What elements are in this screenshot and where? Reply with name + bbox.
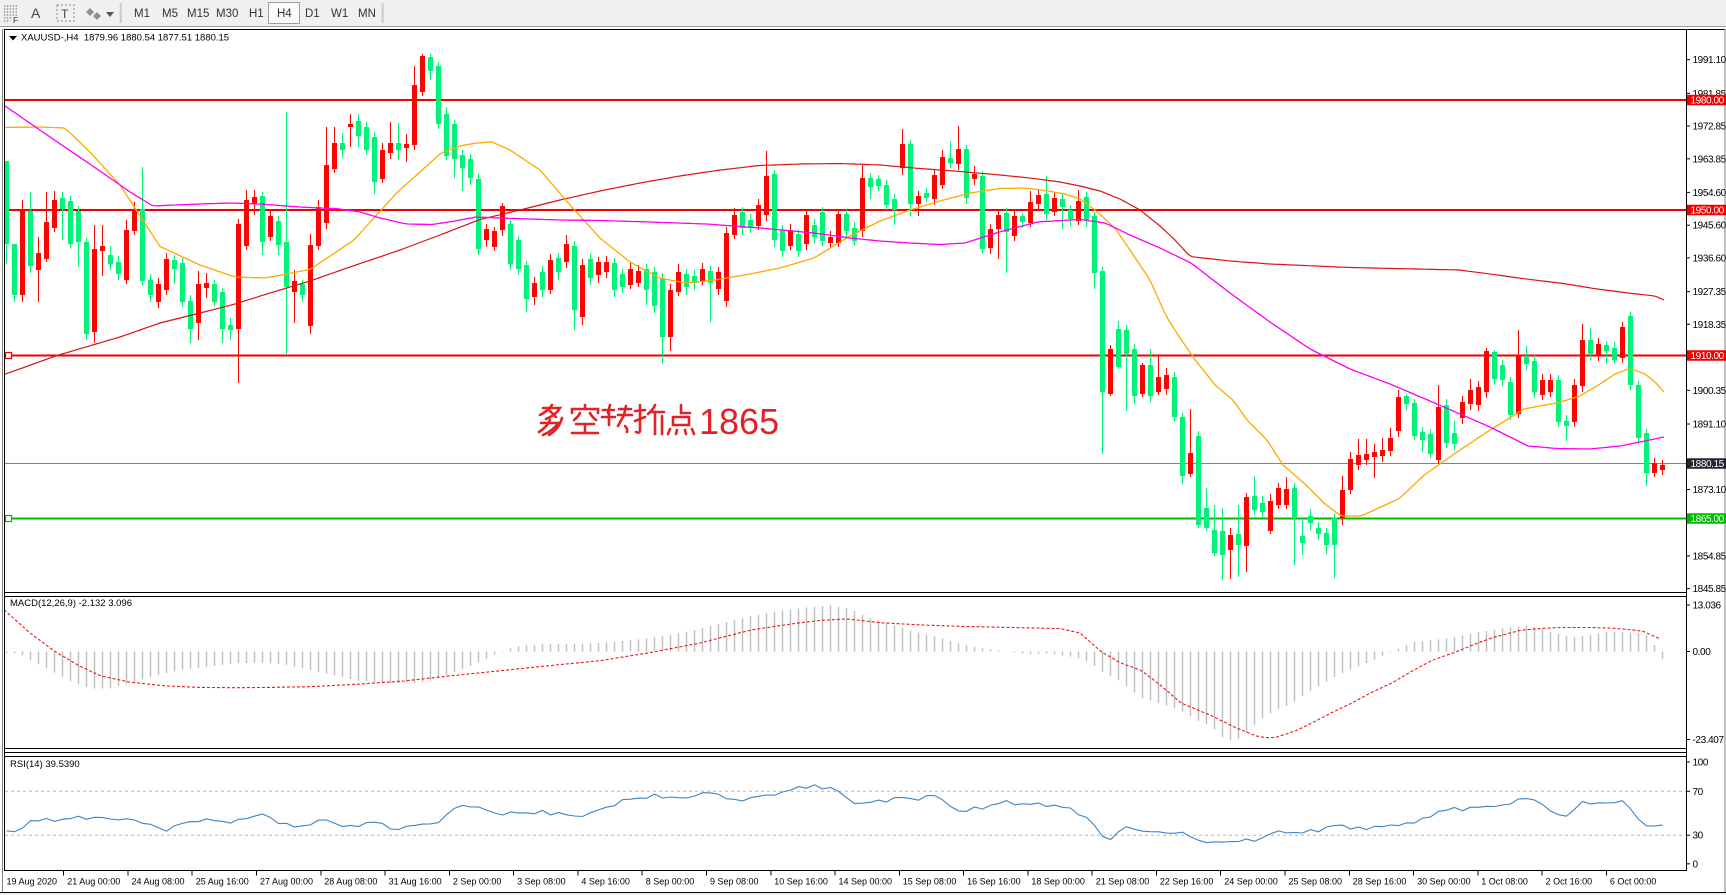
svg-text:13.036: 13.036 — [1693, 601, 1722, 612]
svg-text:1900.35: 1900.35 — [1693, 386, 1726, 397]
svg-text:0.00: 0.00 — [1693, 647, 1712, 658]
svg-text:0: 0 — [1693, 859, 1699, 870]
svg-text:RSI(14) 39.5390: RSI(14) 39.5390 — [10, 759, 80, 770]
svg-text:14 Sep 00:00: 14 Sep 00:00 — [839, 877, 893, 887]
svg-text:16 Sep 16:00: 16 Sep 16:00 — [967, 877, 1021, 887]
svg-text:M5: M5 — [162, 8, 178, 20]
svg-text:100: 100 — [1693, 758, 1709, 769]
svg-text:25 Aug 16:00: 25 Aug 16:00 — [196, 877, 249, 887]
svg-text:H4: H4 — [277, 8, 292, 20]
svg-text:4 Sep 16:00: 4 Sep 16:00 — [581, 877, 630, 887]
svg-text:15 Sep 08:00: 15 Sep 08:00 — [903, 877, 957, 887]
svg-text:M1: M1 — [134, 8, 150, 20]
svg-text:30 Sep 00:00: 30 Sep 00:00 — [1417, 877, 1471, 887]
svg-text:F: F — [13, 15, 18, 25]
svg-text:1865.00: 1865.00 — [1691, 514, 1725, 525]
svg-text:1845.85: 1845.85 — [1693, 584, 1726, 595]
svg-text:2 Sep 00:00: 2 Sep 00:00 — [453, 877, 502, 887]
svg-text:70: 70 — [1693, 787, 1704, 798]
svg-text:1 Oct 08:00: 1 Oct 08:00 — [1481, 877, 1528, 887]
svg-text:6 Oct 00:00: 6 Oct 00:00 — [1610, 877, 1657, 887]
svg-text:-23.407: -23.407 — [1693, 735, 1725, 746]
svg-text:MACD(12,26,9) -2.132 3.096: MACD(12,26,9) -2.132 3.096 — [10, 598, 132, 609]
svg-text:T: T — [61, 7, 69, 21]
svg-text:1873.10: 1873.10 — [1693, 485, 1726, 496]
svg-text:24 Aug 08:00: 24 Aug 08:00 — [132, 877, 185, 887]
svg-text:A: A — [31, 5, 41, 21]
svg-text:21 Aug 00:00: 21 Aug 00:00 — [67, 877, 120, 887]
svg-text:M15: M15 — [187, 8, 209, 20]
svg-text:1891.10: 1891.10 — [1693, 420, 1726, 431]
svg-text:31 Aug 16:00: 31 Aug 16:00 — [389, 877, 442, 887]
svg-text:1950.00: 1950.00 — [1691, 206, 1725, 217]
svg-text:1945.60: 1945.60 — [1693, 221, 1726, 232]
svg-text:M30: M30 — [216, 8, 238, 20]
svg-text:1980.00: 1980.00 — [1691, 96, 1725, 107]
svg-text:19 Aug 2020: 19 Aug 2020 — [7, 877, 58, 887]
svg-text:D1: D1 — [305, 8, 320, 20]
svg-text:1936.60: 1936.60 — [1693, 253, 1726, 264]
svg-text:18 Sep 00:00: 18 Sep 00:00 — [1031, 877, 1085, 887]
svg-text:2 Oct 16:00: 2 Oct 16:00 — [1546, 877, 1593, 887]
svg-text:25 Sep 08:00: 25 Sep 08:00 — [1289, 877, 1343, 887]
svg-text:10 Sep 16:00: 10 Sep 16:00 — [774, 877, 828, 887]
svg-text:1927.35: 1927.35 — [1693, 287, 1726, 298]
svg-text:1991.10: 1991.10 — [1693, 55, 1726, 66]
svg-text:1918.35: 1918.35 — [1693, 320, 1726, 331]
svg-text:W1: W1 — [331, 8, 348, 20]
svg-text:1963.85: 1963.85 — [1693, 154, 1726, 165]
svg-text:1854.85: 1854.85 — [1693, 551, 1726, 562]
svg-text:30: 30 — [1693, 831, 1704, 842]
svg-text:H1: H1 — [249, 8, 264, 20]
svg-text:9 Sep 08:00: 9 Sep 08:00 — [710, 877, 759, 887]
svg-text:27 Aug 00:00: 27 Aug 00:00 — [260, 877, 313, 887]
svg-text:8 Sep 00:00: 8 Sep 00:00 — [646, 877, 695, 887]
svg-text:1972.85: 1972.85 — [1693, 122, 1726, 133]
svg-text:XAUUSD-,H4 1879.96 1880.54 18: XAUUSD-,H4 1879.96 1880.54 1877.51 1880.… — [21, 33, 229, 44]
svg-text:MN: MN — [358, 8, 376, 20]
svg-text:1910.00: 1910.00 — [1691, 351, 1725, 362]
svg-text:1981.85: 1981.85 — [1693, 89, 1726, 100]
svg-text:22 Sep 16:00: 22 Sep 16:00 — [1160, 877, 1214, 887]
svg-text:28 Sep 16:00: 28 Sep 16:00 — [1353, 877, 1407, 887]
svg-text:24 Sep 00:00: 24 Sep 00:00 — [1224, 877, 1278, 887]
svg-text:21 Sep 08:00: 21 Sep 08:00 — [1096, 877, 1150, 887]
svg-text:1954.60: 1954.60 — [1693, 188, 1726, 199]
svg-text:1865: 1865 — [699, 401, 779, 442]
svg-text:3 Sep 08:00: 3 Sep 08:00 — [517, 877, 566, 887]
svg-text:28 Aug 08:00: 28 Aug 08:00 — [324, 877, 377, 887]
svg-text:1880.15: 1880.15 — [1691, 459, 1725, 470]
